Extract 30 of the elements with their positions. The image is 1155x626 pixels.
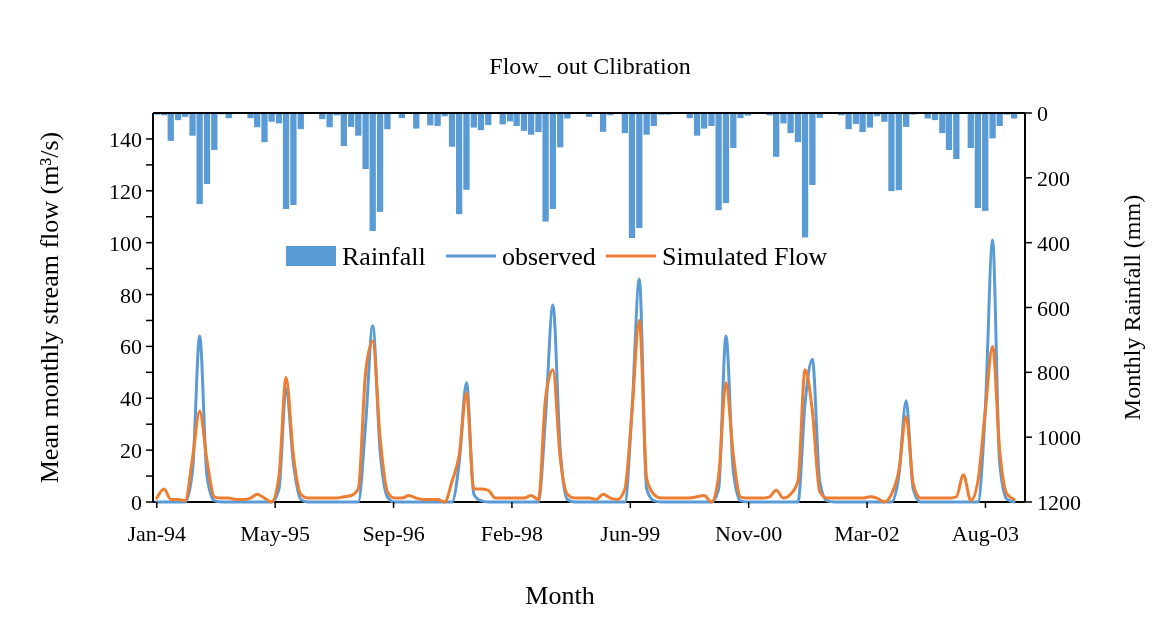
x-tick-label: Feb-98 — [480, 521, 544, 546]
y2-tick-label: 1000 — [1037, 425, 1081, 451]
x-tick-label: Nov-00 — [715, 521, 783, 546]
chart-title: Flow_ out Clibration — [489, 53, 691, 79]
y2-tick-label: 1200 — [1037, 490, 1081, 515]
x-tick-label: Aug-03 — [951, 521, 1020, 546]
y-tick-label: 40 — [120, 386, 142, 412]
y2-tick-label: 800 — [1037, 360, 1070, 386]
y-tick-label: 120 — [109, 178, 142, 204]
x-tick-label: Jan-94 — [127, 521, 187, 546]
y2-tick-label: 0 — [1037, 101, 1048, 126]
y-tick-label: 100 — [109, 230, 142, 256]
y-tick-label: 60 — [120, 334, 142, 360]
y-axis-title: Mean monthly stream flow (m³/s) — [35, 131, 64, 484]
x-tick-label: Sep-96 — [362, 521, 425, 546]
legend-label: observed — [502, 242, 596, 271]
x-axis-title: Month — [525, 581, 595, 610]
y2-tick-label: 400 — [1037, 230, 1070, 256]
y-tick-label: 20 — [120, 438, 142, 464]
legend-label: Rainfall — [342, 242, 426, 271]
y2-tick-label: 200 — [1037, 165, 1070, 191]
x-tick-label: Mar-02 — [834, 521, 900, 546]
x-tick-label: Jun-99 — [600, 521, 661, 546]
y-tick-label: 140 — [109, 126, 142, 152]
y-tick-label: 80 — [120, 282, 142, 308]
y2-tick-label: 600 — [1037, 295, 1070, 321]
x-tick-label: May-95 — [240, 521, 310, 546]
y2-axis-title: Monthly Rainfall (mm) — [1119, 194, 1145, 421]
legend-label: Simulated Flow — [662, 242, 828, 271]
y-tick-label: 0 — [131, 490, 142, 515]
